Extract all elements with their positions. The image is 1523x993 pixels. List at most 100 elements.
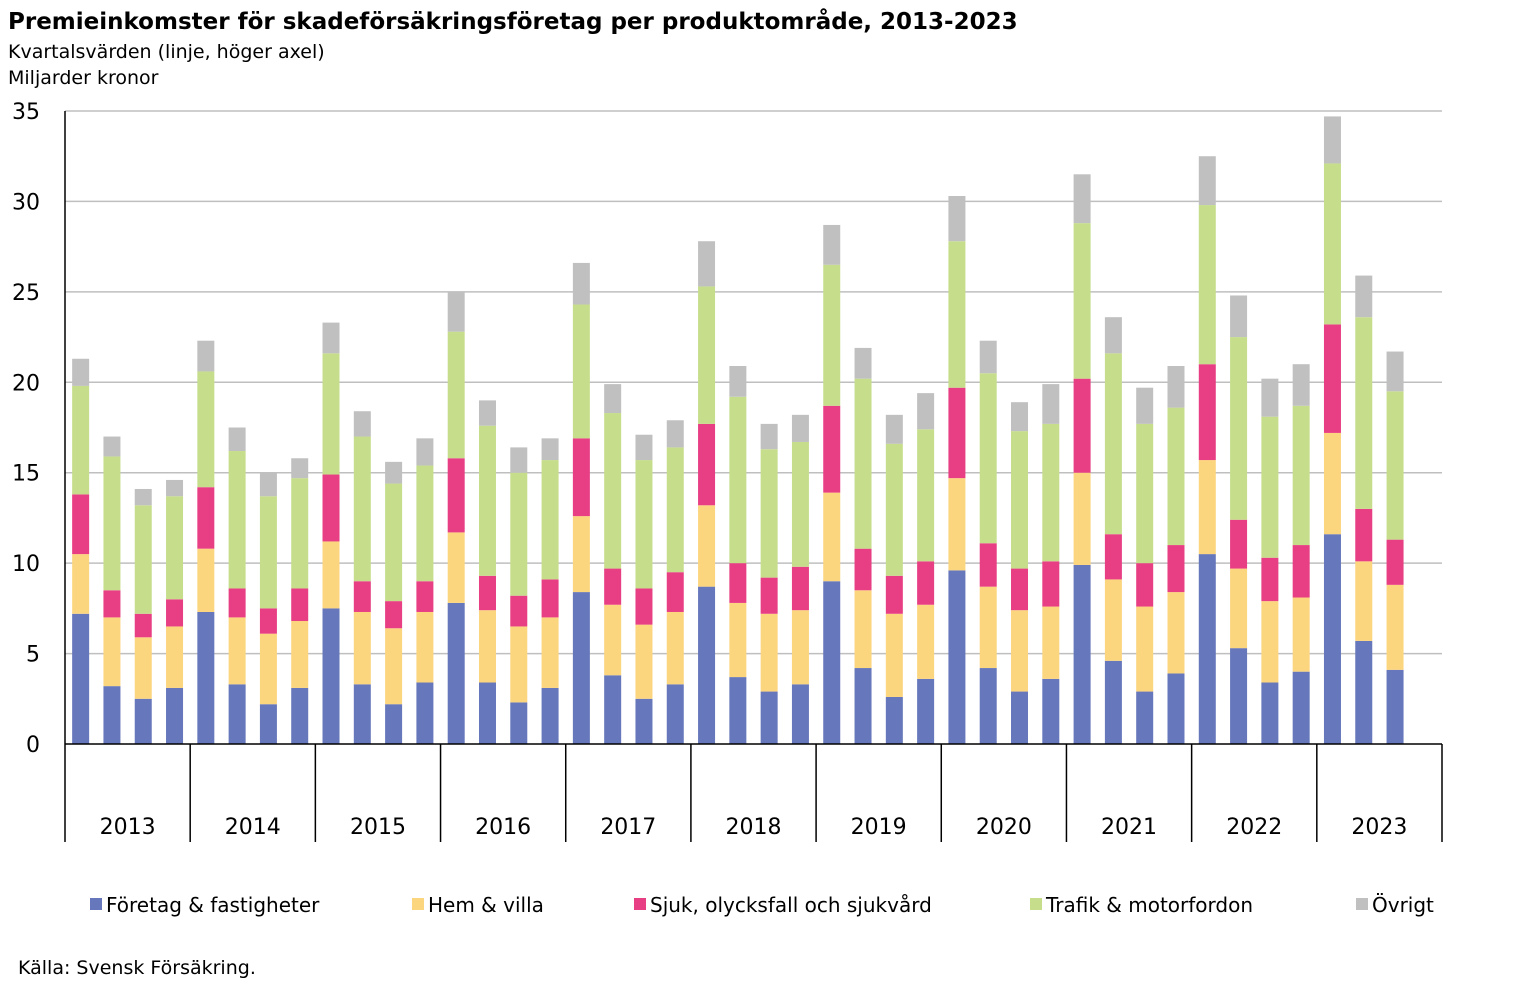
- bar-segment: [1198, 364, 1216, 461]
- bar-segment: [635, 698, 653, 744]
- bar-segment: [1323, 534, 1341, 744]
- legend-swatch: [1356, 898, 1368, 910]
- bar-segment: [948, 570, 966, 744]
- bar-segment: [322, 353, 340, 475]
- bar-segment: [635, 624, 653, 699]
- bar-segment: [1261, 601, 1279, 683]
- bar-segment: [134, 505, 152, 614]
- bar-segment: [979, 373, 997, 544]
- bar-segment: [322, 541, 340, 609]
- bar-segment: [1104, 660, 1122, 744]
- y-tick-label: 30: [12, 190, 40, 215]
- bar-segment: [197, 548, 215, 612]
- bar-segment: [510, 472, 528, 596]
- bar-segment: [103, 590, 121, 618]
- bar-segment: [1011, 691, 1029, 744]
- bar-segment: [1230, 295, 1248, 338]
- bar-segment: [510, 702, 528, 744]
- bar-segment: [791, 610, 809, 685]
- bar-segment: [917, 678, 935, 744]
- bar-segment: [510, 595, 528, 627]
- bar-segment: [166, 687, 184, 744]
- bar-segment: [885, 443, 903, 576]
- axes: [64, 111, 1442, 745]
- bar-segment: [1042, 561, 1060, 607]
- bar-segment: [353, 684, 371, 744]
- bar-segment: [541, 579, 559, 618]
- bar-segment: [917, 429, 935, 562]
- y-tick-label: 0: [26, 733, 40, 758]
- bar-segment: [228, 617, 246, 685]
- bar-segment: [948, 387, 966, 479]
- x-tick-label: 2023: [1351, 815, 1407, 840]
- legend-label: Övrigt: [1372, 893, 1434, 917]
- bar-segment: [1167, 673, 1185, 744]
- bar-segment: [729, 366, 747, 397]
- bar-segment: [353, 436, 371, 582]
- bar-segment: [385, 483, 403, 602]
- y-tick-label: 15: [12, 462, 40, 487]
- bar-segment: [322, 474, 340, 542]
- bar-segment: [979, 586, 997, 669]
- bar-segment: [572, 516, 590, 593]
- bar-segment: [854, 378, 872, 549]
- x-tick-label: 2017: [600, 815, 656, 840]
- bar-segment: [1355, 317, 1373, 509]
- bar-segment: [291, 621, 309, 688]
- bar-segment: [572, 304, 590, 439]
- bar-segment: [72, 358, 90, 386]
- bar-segment: [854, 590, 872, 669]
- bar-segment: [103, 617, 121, 687]
- bar-segment: [1230, 568, 1248, 649]
- bar-segment: [1136, 423, 1154, 564]
- bar-segment: [197, 371, 215, 488]
- bar-segment: [1386, 351, 1404, 392]
- bar-segment: [1104, 353, 1122, 535]
- bar-segment: [1011, 568, 1029, 611]
- legend-label: Trafik & motorfordon: [1045, 893, 1253, 917]
- bar-segment: [197, 611, 215, 744]
- bar-segment: [103, 686, 121, 744]
- bar-segment: [604, 384, 622, 414]
- bar-segment: [635, 434, 653, 461]
- bar-segment: [666, 611, 684, 685]
- x-tick-label: 2015: [350, 815, 406, 840]
- bar-segment: [478, 610, 496, 683]
- bar-segment: [228, 684, 246, 744]
- bar-segment: [698, 286, 716, 424]
- bar-segment: [948, 196, 966, 242]
- x-tick-label: 2016: [475, 815, 531, 840]
- bar-segment: [416, 581, 434, 612]
- bar-segment: [604, 675, 622, 744]
- bar-segment: [572, 262, 590, 305]
- bar-segment: [447, 532, 465, 603]
- bar-segment: [416, 682, 434, 744]
- bar-segment: [1198, 205, 1216, 365]
- bar-segment: [760, 613, 778, 692]
- bar-segment: [885, 575, 903, 614]
- bar-segment: [541, 438, 559, 461]
- bar-segment: [1261, 378, 1279, 417]
- y-tick-label: 35: [12, 100, 40, 125]
- bar-segment: [197, 340, 215, 372]
- bar-segment: [478, 425, 496, 576]
- y-tick-label: 5: [26, 643, 40, 668]
- chart-subtitle: Kvartalsvärden (linje, höger axel): [8, 41, 325, 63]
- bar-segment: [823, 405, 841, 493]
- bar-segment: [885, 696, 903, 744]
- bar-segment: [823, 264, 841, 406]
- y-tick-label: 25: [12, 281, 40, 306]
- legend-swatch: [634, 898, 646, 910]
- bar-segment: [698, 586, 716, 744]
- bar-segment: [1042, 606, 1060, 679]
- bar-segment: [1261, 416, 1279, 558]
- bar-segment: [604, 604, 622, 676]
- bar-segment: [385, 704, 403, 744]
- bar-segment: [979, 340, 997, 374]
- bar-segment: [259, 608, 277, 634]
- bar-segment: [291, 478, 309, 589]
- bar-segment: [1355, 508, 1373, 562]
- bar-segment: [917, 393, 935, 430]
- bar-segment: [385, 601, 403, 629]
- bar-segment: [666, 447, 684, 573]
